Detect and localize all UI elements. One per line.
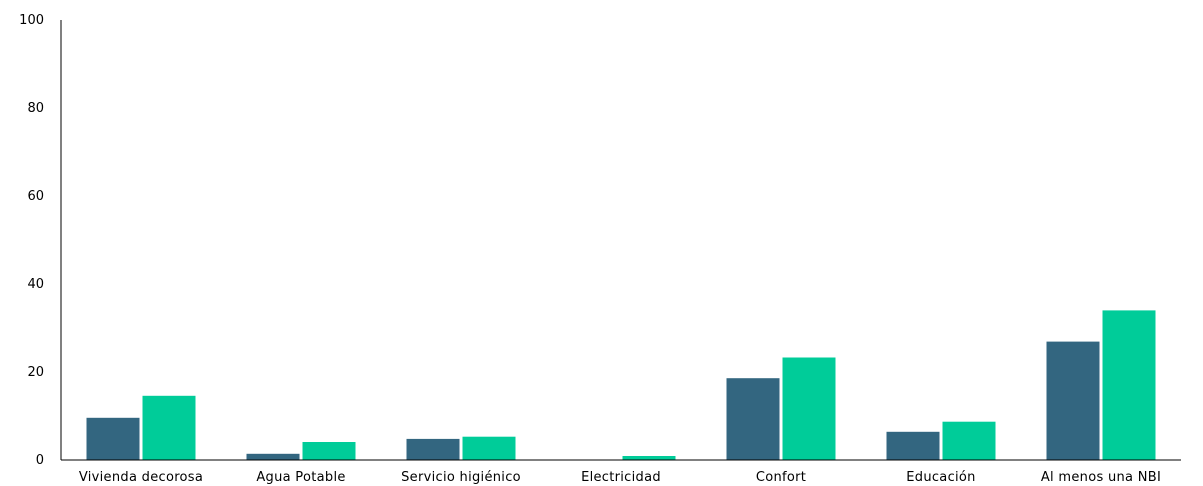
bar-series-2 [142,395,196,460]
bar-series-1 [86,417,140,460]
x-category-label: Al menos una NBI [1041,470,1161,485]
bar-series-1 [1046,341,1100,460]
y-tick-label: 80 [27,101,44,116]
x-category-label: Agua Potable [256,470,345,485]
bar-series-2 [782,357,836,460]
bar-series-2 [462,436,516,460]
y-tick-label: 60 [27,189,44,204]
bar-series-2 [622,456,676,460]
x-category-label: Confort [756,470,806,485]
bar-series-1 [246,453,300,460]
x-axis-labels: Vivienda decorosa Agua Potable Servicio hi… [79,470,1161,485]
bar-series-2 [302,442,356,460]
x-category-label: Educación [906,470,975,485]
y-tick-label: 100 [19,13,44,28]
bar-series-1 [406,438,460,460]
y-tick-label: 20 [27,365,44,380]
y-tick-label: 0 [36,453,44,468]
x-category-label: Electricidad [581,470,661,485]
bar-series-2 [1102,310,1156,460]
x-category-label: Vivienda decorosa [79,470,203,485]
y-axis-ticks: 0 20 40 60 80 100 [19,13,44,468]
x-category-label: Servicio higiénico [401,470,521,485]
y-tick-label: 40 [27,277,44,292]
bar-series-2 [942,421,996,460]
bar-series-1 [886,431,940,460]
bars-group [86,310,1156,460]
bar-series-1 [726,378,780,460]
